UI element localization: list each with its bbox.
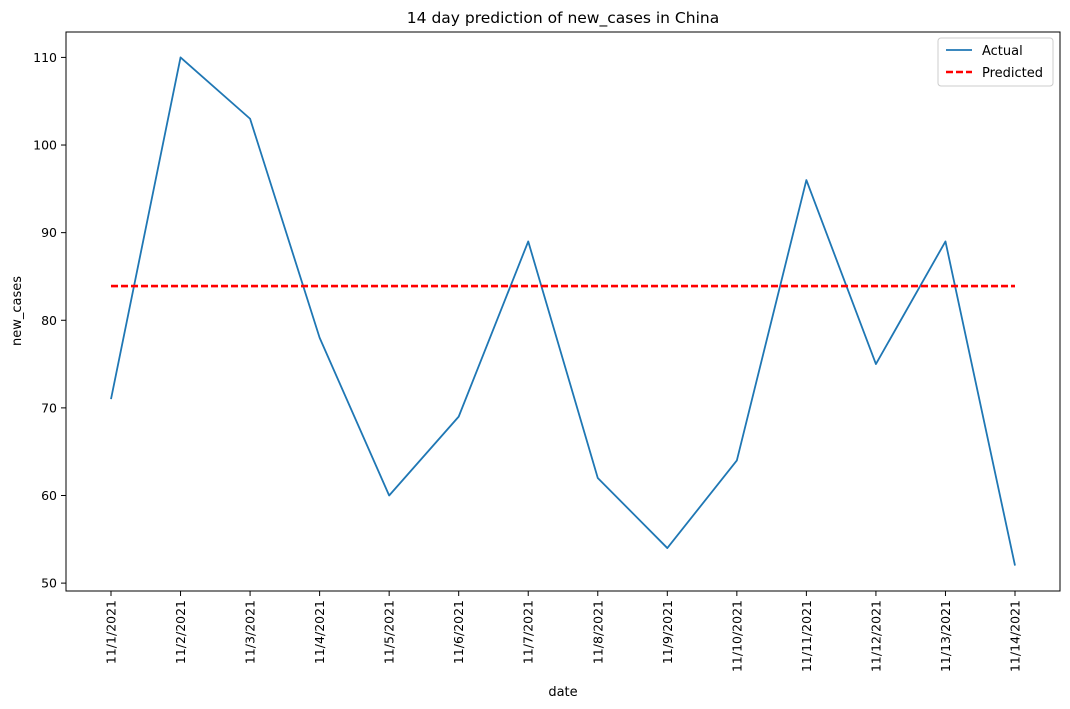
x-tick-label: 11/4/2021 <box>312 600 327 664</box>
x-tick-label: 11/3/2021 <box>243 600 258 664</box>
x-tick-label: 11/8/2021 <box>590 600 605 664</box>
x-tick-label: 11/7/2021 <box>521 600 536 664</box>
x-tick-label: 11/10/2021 <box>729 600 744 672</box>
x-tick-label: 11/6/2021 <box>451 600 466 664</box>
series-layer <box>110 56 1016 566</box>
x-tick-label: 11/5/2021 <box>382 600 397 664</box>
x-tick-label: 11/2/2021 <box>173 600 188 664</box>
y-tick-label: 70 <box>41 400 57 415</box>
y-tick-label: 60 <box>41 488 57 503</box>
x-tick-label: 11/11/2021 <box>799 600 814 672</box>
legend-label-actual: Actual <box>982 44 1023 59</box>
x-tick-label: 11/12/2021 <box>868 600 883 672</box>
x-tick-label: 11/9/2021 <box>660 600 675 664</box>
x-tick-label: 11/14/2021 <box>1008 600 1023 672</box>
legend-label-predicted: Predicted <box>982 66 1043 81</box>
legend: Actual Predicted <box>937 37 1054 87</box>
y-tick-label: 80 <box>41 313 57 328</box>
x-axis: 11/1/2021 11/2/2021 11/3/2021 11/4/2021 11/5… <box>104 591 1023 672</box>
chart-title: 14 day prediction of new_cases in China <box>407 9 719 28</box>
y-tick-label: 50 <box>41 576 57 591</box>
series-line-actual <box>110 56 1016 566</box>
y-tick-label: 100 <box>33 138 57 153</box>
y-axis: 50 60 70 80 90 100 110 <box>33 50 66 591</box>
x-tick-label: 11/13/2021 <box>938 600 953 672</box>
plot-area <box>65 31 1061 592</box>
y-tick-label: 110 <box>33 50 57 65</box>
y-tick-label: 90 <box>41 225 57 240</box>
y-axis-label: new_cases <box>10 276 25 346</box>
x-tick-label: 11/1/2021 <box>104 600 119 664</box>
x-axis-label: date <box>548 685 577 700</box>
